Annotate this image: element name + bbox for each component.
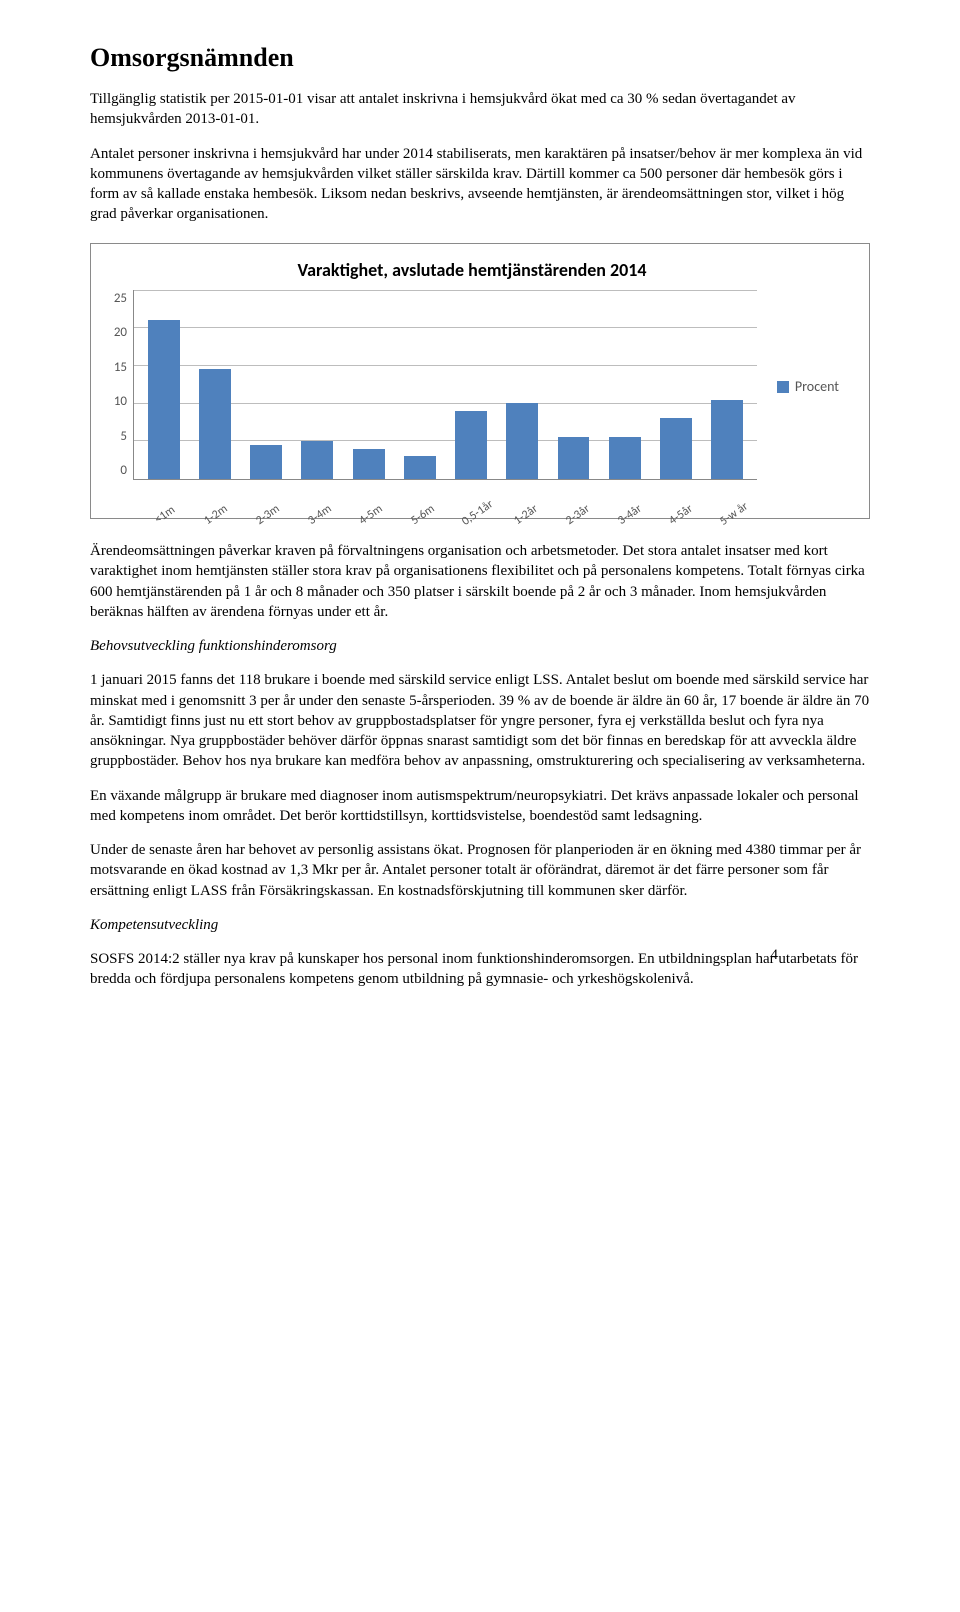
xtick-label: 1-2år	[510, 498, 546, 530]
chart-bar	[609, 437, 641, 479]
after-chart-paragraph: Ärendeomsättningen påverkar kraven på fö…	[90, 541, 870, 622]
xtick-label: 4-5år	[665, 498, 701, 530]
subheading-kompetens: Kompetensutveckling	[90, 915, 870, 935]
chart-legend: Procent	[757, 378, 839, 397]
chart-plot-area	[133, 290, 757, 480]
xtick-label: 2-3m	[252, 498, 288, 530]
chart-bar	[558, 437, 590, 479]
behov-paragraph-c: Under de senaste åren har behovet av per…	[90, 840, 870, 901]
xtick-label: 3-4m	[304, 498, 340, 530]
ytick: 15	[114, 359, 127, 377]
xtick-label: 0,5-1år	[458, 498, 494, 530]
xtick-label: 5-6m	[407, 498, 443, 530]
xtick-label: 1-2m	[200, 498, 236, 530]
ytick: 0	[120, 462, 127, 480]
chart-bar	[506, 403, 538, 479]
chart-bar	[250, 445, 282, 479]
ytick: 20	[114, 324, 127, 342]
chart-bar	[353, 449, 385, 479]
intro-paragraph-1: Tillgänglig statistik per 2015-01-01 vis…	[90, 89, 870, 130]
page-title: Omsorgsnämnden	[90, 40, 870, 75]
xtick-label: 2-3år	[562, 498, 598, 530]
behov-paragraph-a: 1 januari 2015 fanns det 118 brukare i b…	[90, 670, 870, 771]
duration-bar-chart: Varaktighet, avslutade hemtjänstärenden …	[90, 243, 870, 519]
chart-title: Varaktighet, avslutade hemtjänstärenden …	[105, 258, 839, 282]
chart-bar	[199, 369, 231, 479]
xtick-label: <1m	[149, 498, 185, 530]
chart-bar	[455, 411, 487, 479]
chart-bar	[404, 456, 436, 479]
ytick: 25	[114, 290, 127, 308]
chart-bar	[301, 441, 333, 479]
subheading-behov: Behovsutveckling funktionshinderomsorg	[90, 636, 870, 656]
ytick: 5	[120, 428, 127, 446]
page-number: 4	[771, 945, 779, 965]
chart-bar	[660, 418, 692, 478]
chart-bar	[711, 400, 743, 479]
chart-bar	[148, 320, 180, 479]
legend-swatch-icon	[777, 381, 789, 393]
legend-label: Procent	[795, 378, 839, 397]
chart-bars	[134, 290, 757, 479]
intro-paragraph-2: Antalet personer inskrivna i hemsjukvård…	[90, 144, 870, 225]
behov-paragraph-b: En växande målgrupp är brukare med diagn…	[90, 786, 870, 827]
xtick-label: 4-5m	[355, 498, 391, 530]
chart-y-axis: 25 20 15 10 5 0	[105, 290, 133, 480]
chart-x-axis: <1m1-2m2-3m3-4m4-5m5-6m0,5-1år1-2år2-3år…	[105, 480, 757, 514]
ytick: 10	[114, 393, 127, 411]
kompetens-paragraph: SOSFS 2014:2 ställer nya krav på kunskap…	[90, 949, 870, 990]
xtick-label: 3-4år	[613, 498, 649, 530]
xtick-label: 5-w år	[717, 498, 753, 530]
